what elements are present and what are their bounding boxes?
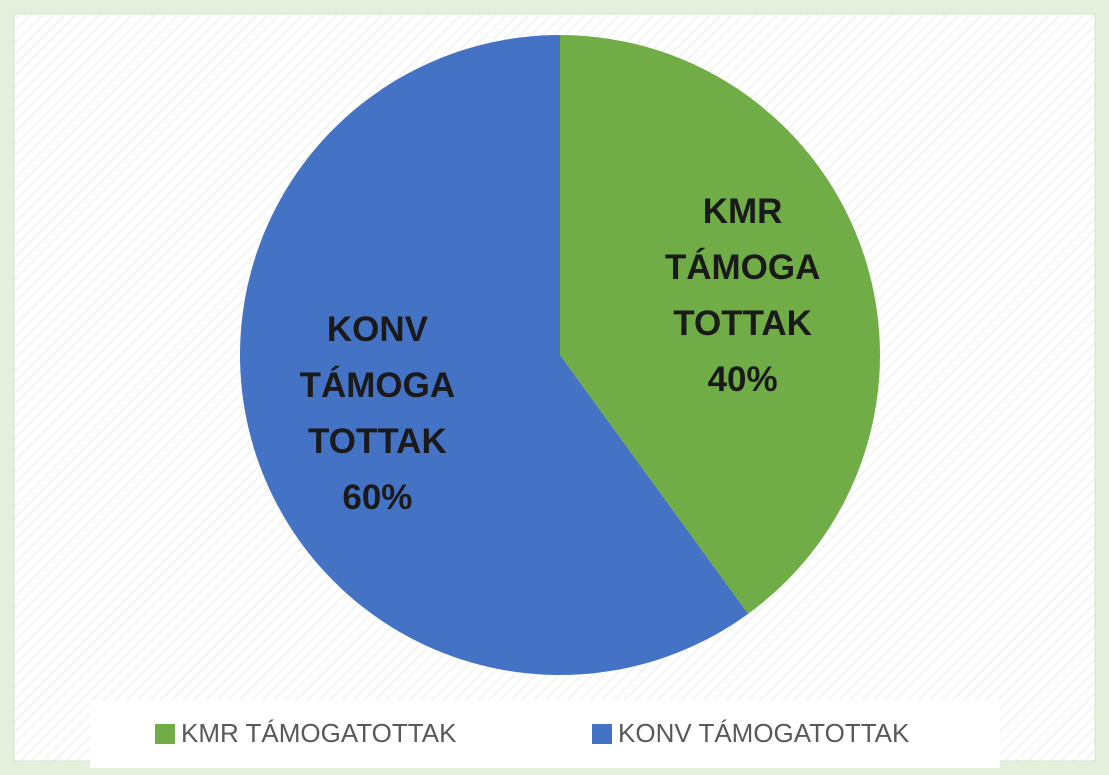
slice-label: KONV TÁMOGATOTTAK 60%	[292, 302, 462, 526]
slice-label: KMR TÁMOGATOTTAK 40%	[658, 184, 828, 408]
legend-swatch	[155, 724, 175, 744]
slice-value: 60%	[342, 478, 413, 518]
legend-label: KMR TÁMOGATOTTAK	[181, 718, 457, 748]
slice-category: KONV TÁMOGATOTTAK	[299, 310, 456, 462]
legend-box	[90, 700, 1000, 768]
legend-swatch	[592, 724, 612, 744]
legend-label: KONV TÁMOGATOTTAK	[618, 718, 910, 748]
slice-category: KMR TÁMOGATOTTAK	[664, 191, 821, 343]
pie-slice	[560, 35, 881, 614]
pie-slice	[240, 35, 749, 675]
slice-value: 40%	[707, 359, 778, 399]
